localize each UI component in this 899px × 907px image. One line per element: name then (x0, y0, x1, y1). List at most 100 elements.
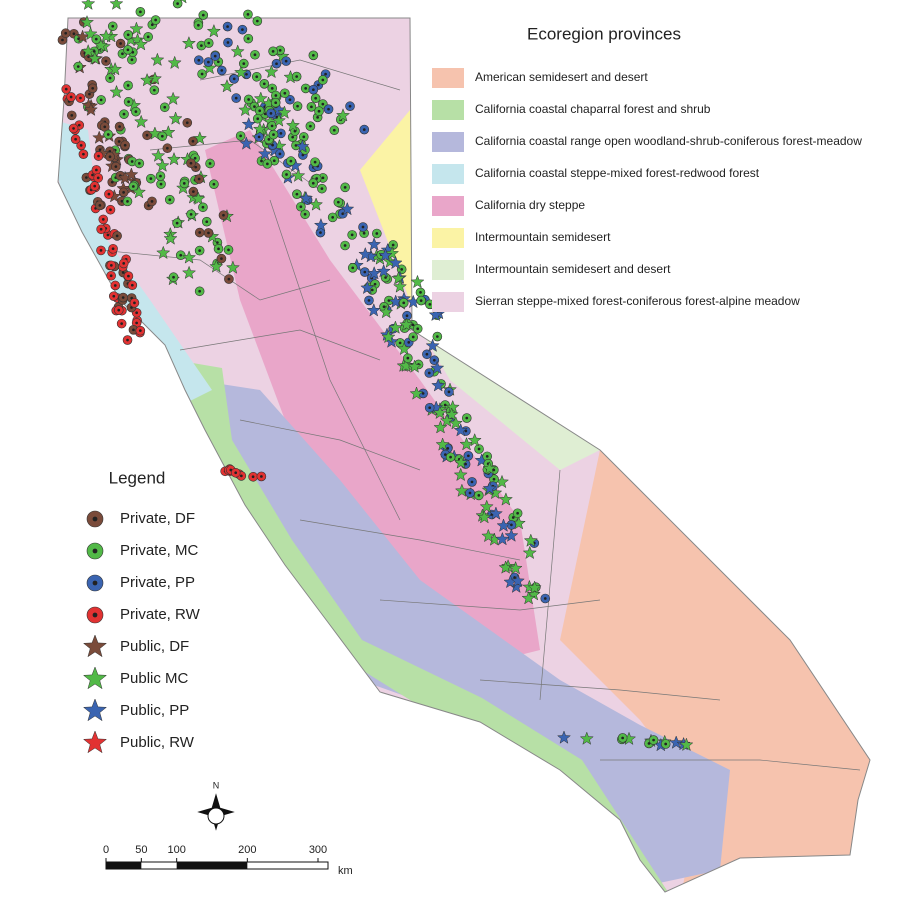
marker-dot (382, 305, 386, 309)
marker-dot (220, 69, 224, 72)
marker-dot (331, 216, 335, 219)
legend-label: Public, PP (120, 702, 189, 719)
marker-dot (485, 455, 489, 458)
county-line (269, 199, 401, 521)
ecoregion-label: American semidesert and desert (475, 70, 648, 84)
marker-dot (101, 218, 105, 221)
star-marker (556, 730, 572, 744)
star-marker (83, 102, 98, 116)
marker-dot (70, 114, 74, 117)
marker-dot (96, 176, 100, 180)
marker-dot (321, 102, 325, 106)
marker-dot (76, 65, 80, 68)
marker-dot (425, 352, 429, 356)
ecoregion-legend: American semidesert and desert California… (432, 68, 862, 312)
marker-dot (266, 162, 269, 166)
star-marker (87, 51, 102, 65)
star-marker (388, 320, 403, 334)
scale-label: 100 (167, 844, 185, 856)
marker-dot (513, 576, 516, 579)
marker-dot (74, 137, 77, 141)
marker-dot (69, 95, 73, 99)
marker-dot (477, 447, 481, 451)
marker-dot (270, 87, 274, 90)
star-marker (431, 378, 446, 392)
marker-dot (275, 62, 278, 66)
marker-dot (193, 156, 197, 160)
region (205, 130, 540, 665)
marker-dot (99, 98, 103, 102)
marker-dot (384, 276, 387, 279)
star-marker (253, 91, 268, 105)
marker-dot (271, 49, 275, 53)
marker-dot (114, 165, 118, 168)
marker-dot (246, 13, 250, 16)
star-marker (527, 580, 542, 594)
county-line (239, 419, 421, 471)
star-marker (360, 280, 375, 295)
star-marker (82, 634, 108, 658)
marker-dot (309, 124, 312, 128)
marker-dot (198, 289, 201, 293)
marker-dot (370, 288, 374, 292)
scale-bar: 0 50 100 200 300 km (103, 844, 353, 877)
marker-dot (61, 38, 64, 42)
marker-dot (427, 371, 431, 375)
marker-dot (269, 111, 273, 115)
marker-dot (135, 321, 138, 325)
marker-dot (201, 13, 205, 17)
marker-dot (278, 152, 282, 156)
star-marker (252, 121, 267, 136)
marker-dot (92, 612, 98, 618)
marker-dot (447, 390, 451, 394)
star-marker (147, 71, 163, 85)
star-marker (206, 23, 221, 38)
marker-dot (207, 60, 210, 64)
marker-dot (208, 162, 212, 165)
legend-label: Public MC (120, 670, 189, 687)
star-marker (479, 499, 494, 513)
marker-dot (299, 205, 303, 209)
marker-dot (234, 471, 238, 475)
marker-dot (115, 234, 119, 238)
legend-label: Public, DF (120, 638, 189, 655)
marker-dot (154, 18, 158, 22)
star-marker (109, 84, 124, 99)
marker-dot (291, 135, 295, 139)
star-marker (277, 105, 292, 119)
star-marker (579, 731, 594, 745)
marker-dot (435, 335, 439, 338)
marker-dot (134, 110, 138, 114)
star-marker (313, 217, 329, 232)
marker-dot (126, 48, 130, 52)
ecoregion-swatch (432, 68, 464, 88)
marker-dot (477, 494, 481, 497)
marker-dot (407, 341, 411, 344)
marker-dot (92, 516, 98, 522)
marker-dot (373, 282, 377, 286)
marker-dot (348, 104, 352, 108)
marker-dot (319, 231, 322, 234)
star-marker (161, 125, 176, 139)
marker-dot (416, 327, 420, 331)
marker-dot (246, 37, 250, 40)
marker-dot (302, 135, 306, 139)
star-marker (444, 407, 459, 421)
marker-dot (295, 75, 299, 78)
marker-dot (131, 185, 135, 188)
marker-dot (109, 264, 113, 267)
marker-dot (127, 274, 130, 278)
marker-dot (313, 160, 317, 164)
marker-dot (362, 128, 366, 131)
marker-dot (428, 406, 432, 410)
star-marker (459, 436, 474, 451)
star-marker (508, 560, 523, 575)
scale-unit: km (338, 865, 353, 877)
ecoregion-swatch (432, 292, 464, 312)
marker-dot (72, 32, 76, 36)
marker-dot (213, 54, 217, 58)
star-marker (335, 108, 351, 122)
star-marker (82, 730, 108, 754)
legend-label: Public, RW (120, 734, 195, 751)
marker-dot (111, 247, 115, 251)
